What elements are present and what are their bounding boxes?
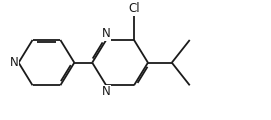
Text: Cl: Cl xyxy=(128,2,140,15)
Text: N: N xyxy=(10,56,19,69)
Text: N: N xyxy=(102,27,111,40)
Text: N: N xyxy=(102,85,111,98)
